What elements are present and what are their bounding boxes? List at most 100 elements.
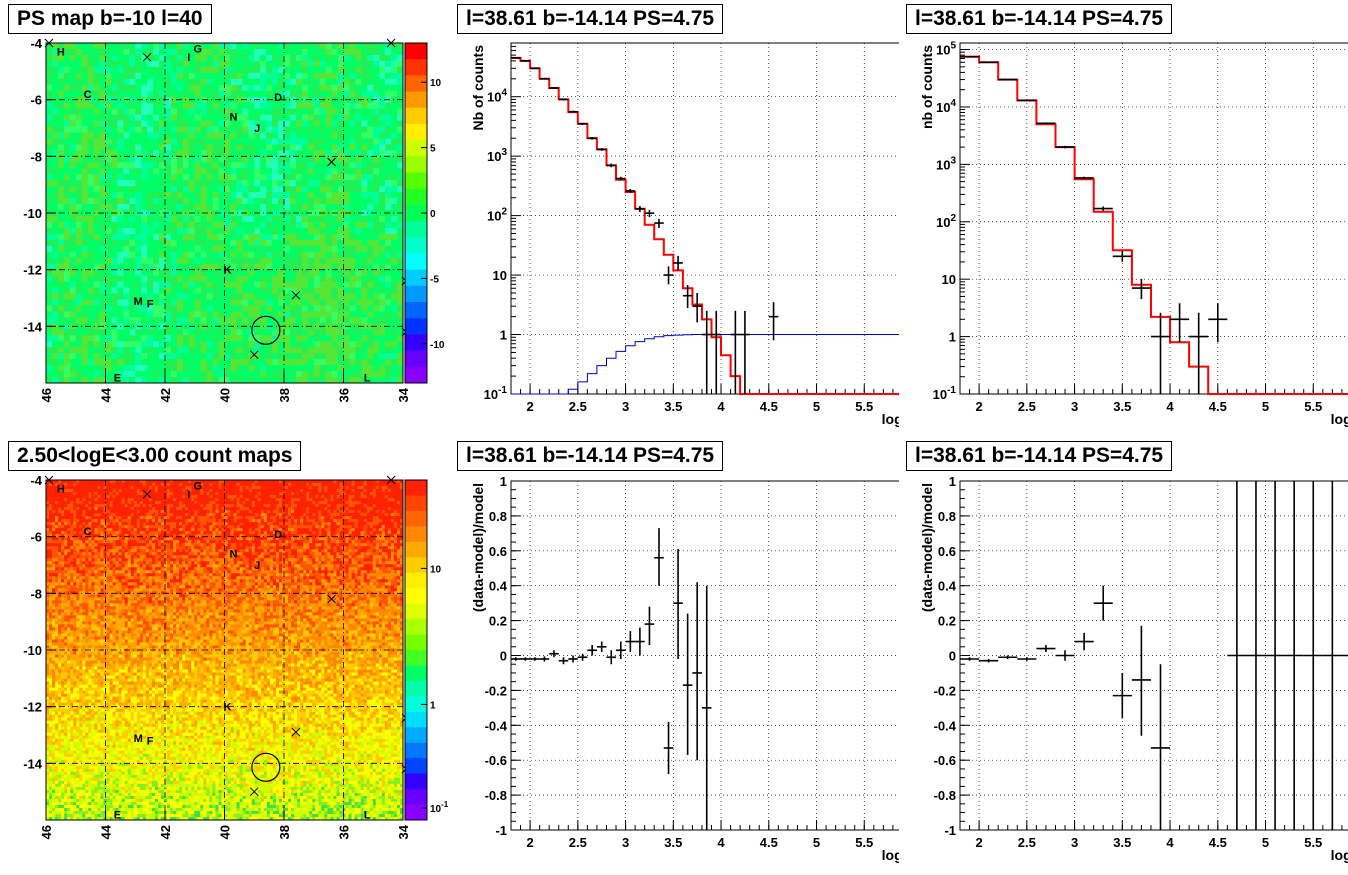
heatmap-cell — [272, 377, 279, 384]
heatmap-cell — [75, 341, 83, 348]
heatmap-cell — [236, 132, 243, 139]
heatmap-cell — [117, 269, 124, 277]
heatmap-cell — [260, 239, 267, 247]
heatmap-cell — [188, 102, 196, 110]
heatmap-cell — [111, 353, 118, 360]
heatmap-cell — [361, 210, 368, 217]
heatmap-cell — [367, 78, 374, 86]
heatmap-cell — [51, 66, 59, 74]
heatmap-cell — [136, 498, 141, 502]
heatmap-cell — [307, 150, 315, 157]
heatmap-cell — [331, 245, 338, 253]
heatmap-cell — [194, 162, 202, 169]
heatmap-cell — [51, 144, 59, 151]
heatmap-cell — [373, 150, 380, 157]
heatmap-cell — [355, 186, 362, 193]
heatmap-cell — [123, 257, 130, 265]
heatmap-cell — [349, 257, 356, 265]
heatmap-cell — [194, 329, 202, 336]
heatmap-cell — [248, 120, 255, 127]
heatmap-cell — [218, 126, 225, 133]
heatmap-cell — [397, 54, 404, 62]
heatmap-cell — [58, 480, 62, 484]
heatmap-cell — [248, 501, 253, 505]
heatmap-cell — [343, 269, 350, 277]
heatmap-cell — [93, 186, 100, 193]
heatmap-cell — [176, 489, 180, 493]
heatmap-cell — [325, 168, 332, 175]
heatmap-cell — [93, 221, 100, 229]
heatmap-cell — [236, 293, 243, 300]
heatmap-cell — [230, 359, 237, 366]
heatmap-cell — [239, 495, 244, 499]
heatmap-cell — [176, 180, 184, 187]
heatmap-cell — [254, 108, 261, 115]
heatmap-cell — [306, 483, 310, 487]
heatmap-cell — [147, 54, 154, 62]
heatmap-cell — [141, 317, 148, 324]
heatmap-cell — [170, 215, 178, 223]
heatmap-cell — [123, 186, 130, 193]
heatmap-cell — [93, 233, 100, 241]
heatmap-cell — [46, 221, 53, 229]
heatmap-cell — [357, 501, 362, 505]
heatmap-cell — [99, 43, 106, 50]
heatmap-cell — [105, 108, 112, 115]
heatmap-cell — [176, 156, 184, 163]
heatmap-cell — [289, 48, 297, 56]
heatmap-cell — [188, 132, 196, 139]
heatmap-cell — [130, 489, 135, 493]
heatmap-cell — [105, 78, 112, 86]
heatmap-cell — [191, 495, 195, 499]
heatmap-cell — [61, 498, 65, 502]
heatmap-cell — [55, 498, 59, 502]
heatmap-cell — [230, 66, 237, 74]
heatmap-cell — [230, 204, 237, 211]
heatmap-cell — [75, 72, 83, 80]
heatmap-cell — [206, 486, 210, 490]
heatmap-cell — [64, 483, 68, 487]
heatmap-cell — [206, 126, 213, 133]
heatmap-cell — [141, 221, 148, 229]
heatmap-cell — [133, 492, 138, 496]
heatmap-cell — [111, 54, 118, 62]
heatmap-cell — [170, 90, 178, 98]
heatmap-cell — [51, 227, 59, 235]
heatmap-cell — [248, 227, 255, 235]
heatmap-cell — [289, 144, 297, 151]
heatmap-cell — [75, 305, 83, 312]
heatmap-cell — [272, 60, 279, 68]
colorbar-swatch — [405, 123, 427, 141]
y-tick-label: 10 — [493, 268, 507, 283]
heatmap-cell — [123, 287, 130, 294]
heatmap-cell — [147, 66, 154, 74]
heatmap-cell — [115, 504, 120, 508]
heatmap-cell — [272, 293, 279, 300]
heatmap-cell — [361, 245, 368, 253]
heatmap-cell — [224, 215, 231, 223]
heatmap-cell — [165, 317, 172, 324]
heatmap-cell — [81, 317, 89, 324]
heatmap-cell — [248, 489, 253, 493]
heatmap-cell — [200, 132, 208, 139]
heatmap-cell — [248, 341, 255, 348]
source-label: C — [84, 89, 92, 101]
heatmap-cell — [200, 299, 208, 306]
heatmap-cell — [331, 299, 338, 306]
heatmap-cell — [206, 102, 213, 110]
heatmap-cell — [254, 281, 261, 288]
heatmap-cell — [387, 498, 392, 502]
heatmap-cell — [87, 43, 94, 50]
heatmap-cell — [397, 43, 404, 50]
heatmap-cell — [301, 204, 309, 211]
heatmap-cell — [165, 275, 172, 282]
heatmap-cell — [360, 495, 365, 499]
heatmap-cell — [209, 501, 213, 505]
heatmap-cell — [391, 120, 398, 127]
heatmap-cell — [230, 371, 237, 378]
heatmap-cell — [99, 275, 106, 282]
heatmap-cell — [69, 263, 77, 271]
heatmap-cell — [325, 377, 332, 384]
heatmap-cell — [385, 215, 392, 223]
heatmap-cell — [230, 221, 237, 229]
